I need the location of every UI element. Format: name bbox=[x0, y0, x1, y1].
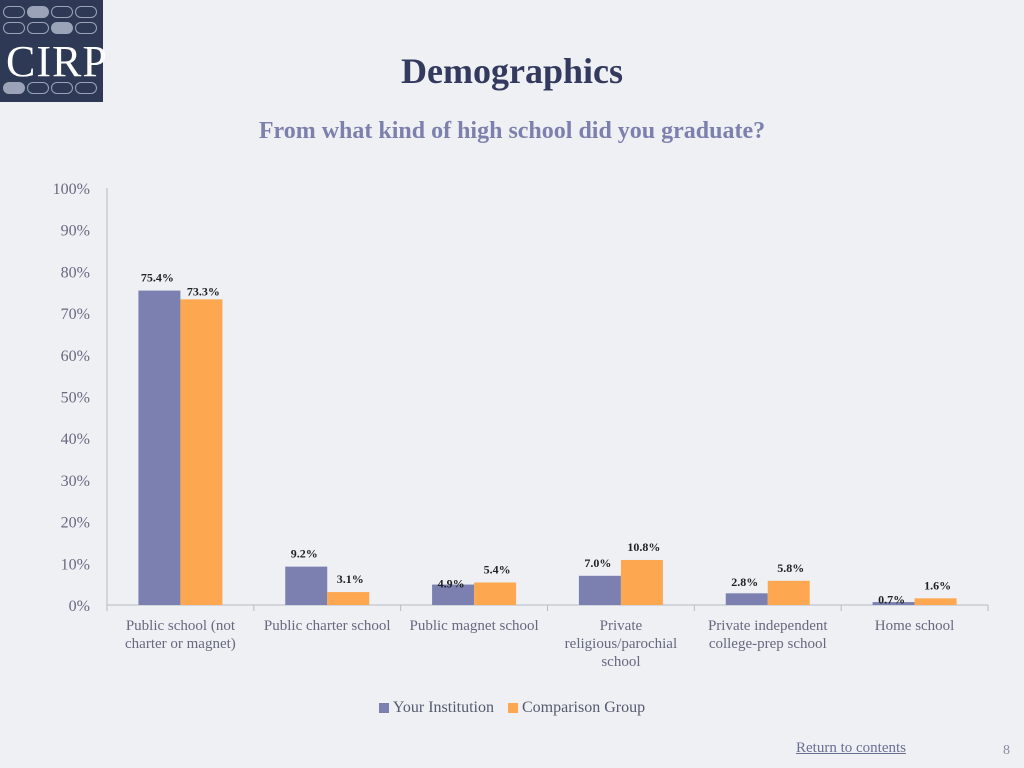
bar-comparison-group bbox=[914, 598, 957, 605]
x-tick-label: Public charter school bbox=[264, 618, 391, 634]
y-tick-label: 40% bbox=[61, 431, 90, 448]
bar-your-institution bbox=[432, 584, 475, 605]
data-label-your-institution: 2.8% bbox=[731, 575, 758, 589]
y-tick-label: 0% bbox=[69, 598, 90, 615]
logo-text: CIRP bbox=[6, 37, 108, 86]
y-tick-label: 100% bbox=[53, 181, 90, 198]
bar-comparison-group bbox=[180, 299, 223, 605]
legend-item-comparison-group: Comparison Group bbox=[507, 699, 646, 717]
chart-legend: Your Institution Comparison Group bbox=[0, 699, 1024, 717]
logo-pattern-bottom bbox=[3, 82, 97, 94]
legend-item-your-institution: Your Institution bbox=[378, 699, 494, 717]
x-tick-label: Private independent bbox=[708, 618, 828, 634]
x-tick-label: school bbox=[601, 654, 640, 670]
cirp-logo: CIRP bbox=[0, 0, 107, 102]
bar-your-institution bbox=[725, 593, 768, 605]
data-label-comparison-group: 1.6% bbox=[924, 578, 951, 592]
data-label-your-institution: 9.2% bbox=[291, 547, 318, 561]
data-label-comparison-group: 5.8% bbox=[777, 561, 804, 575]
y-tick-label: 10% bbox=[61, 556, 90, 573]
bar-comparison-group bbox=[767, 580, 810, 605]
bar-your-institution bbox=[285, 566, 328, 605]
bar-comparison-group bbox=[474, 582, 517, 605]
chart-subtitle: From what kind of high school did you gr… bbox=[258, 118, 766, 144]
data-label-your-institution: 4.9% bbox=[438, 576, 465, 590]
return-to-contents-link[interactable]: Return to contents bbox=[796, 740, 906, 756]
page-title: Demographics bbox=[401, 51, 623, 91]
data-label-comparison-group: 3.1% bbox=[337, 572, 364, 586]
y-tick-label: 90% bbox=[61, 223, 90, 240]
x-tick-label: religious/parochial bbox=[565, 636, 677, 652]
data-label-comparison-group: 5.4% bbox=[484, 562, 511, 576]
legend-label-comparison-group: Comparison Group bbox=[521, 699, 646, 716]
x-tick-label: Home school bbox=[875, 618, 955, 634]
data-label-comparison-group: 73.3% bbox=[187, 285, 220, 299]
x-tick-label: Public school (not bbox=[126, 618, 236, 634]
data-label-your-institution: 7.0% bbox=[584, 556, 611, 570]
y-tick-label: 30% bbox=[61, 473, 90, 490]
legend-label-your-institution: Your Institution bbox=[392, 699, 494, 716]
y-tick-label: 20% bbox=[61, 515, 90, 532]
bar-your-institution bbox=[578, 575, 621, 605]
bar-comparison-group bbox=[620, 559, 663, 605]
data-label-your-institution: 75.4% bbox=[141, 271, 174, 285]
x-tick-label: charter or magnet) bbox=[125, 636, 236, 652]
bar-comparison-group bbox=[327, 592, 370, 605]
y-tick-label: 70% bbox=[61, 306, 90, 323]
x-tick-label: college-prep school bbox=[709, 636, 827, 652]
bar-your-institution bbox=[138, 290, 181, 605]
y-tick-label: 60% bbox=[61, 348, 90, 365]
page-number: 8 bbox=[1003, 743, 1010, 758]
legend-swatch-comparison-group bbox=[507, 703, 518, 713]
y-tick-label: 50% bbox=[61, 390, 90, 407]
data-label-your-institution: 0.7% bbox=[878, 592, 905, 606]
y-tick-label: 80% bbox=[61, 264, 90, 281]
legend-swatch-your-institution bbox=[378, 703, 389, 713]
x-tick-label: Private bbox=[600, 618, 643, 634]
x-tick-label: Public magnet school bbox=[410, 618, 539, 634]
logo-pattern bbox=[3, 6, 100, 38]
bar-your-institution bbox=[872, 602, 915, 605]
data-label-comparison-group: 10.8% bbox=[627, 540, 660, 554]
